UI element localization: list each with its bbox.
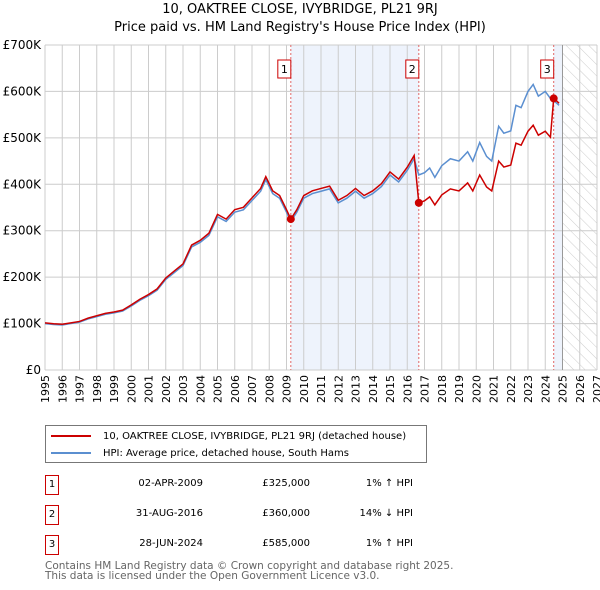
legend: 10, OAKTREE CLOSE, IVYBRIDGE, PL21 9RJ (… <box>45 425 427 463</box>
sale-date: 02-APR-2009 <box>138 478 203 489</box>
legend-swatch-price <box>51 435 91 437</box>
y-tick-label: £700K <box>3 38 43 52</box>
x-tick-label: 2019 <box>453 375 466 403</box>
sale-marker-badge: 2 <box>45 505 59 525</box>
x-tick-label: 2016 <box>401 375 414 403</box>
x-tick-label: 2018 <box>436 375 449 403</box>
y-tick-label: £600K <box>3 84 43 98</box>
sale-label: 1 <box>281 63 288 76</box>
sale-marker-badge: 1 <box>45 475 59 495</box>
chart-title: 10, OAKTREE CLOSE, IVYBRIDGE, PL21 9RJ <box>162 2 438 17</box>
ownership-shade <box>290 45 419 370</box>
sale-hpi-diff: 1% ↑ HPI <box>365 538 413 549</box>
y-tick-label: £200K <box>3 270 43 284</box>
legend-item-hpi: HPI: Average price, detached house, Sout… <box>46 445 349 461</box>
y-tick-label: £0 <box>26 363 41 377</box>
x-tick-label: 1997 <box>74 375 87 403</box>
x-tick-label: 2021 <box>488 375 501 403</box>
chart-subtitle: Price paid vs. HM Land Registry's House … <box>114 20 486 35</box>
footer-licence: This data is licensed under the Open Gov… <box>45 570 380 582</box>
x-tick-label: 2000 <box>125 375 138 403</box>
sale-label-box <box>540 59 555 79</box>
x-tick-label: 2023 <box>522 375 535 403</box>
x-tick-label: 2017 <box>419 375 432 403</box>
sale-label: 2 <box>409 63 416 76</box>
x-tick-label: 2001 <box>143 375 156 403</box>
sale-label: 3 <box>544 63 551 76</box>
price-line <box>44 97 560 326</box>
legend-item-price: 10, OAKTREE CLOSE, IVYBRIDGE, PL21 9RJ (… <box>46 428 406 444</box>
x-tick-label: 2003 <box>177 375 190 403</box>
x-tick-label: 2007 <box>246 375 259 403</box>
x-tick-label: 2015 <box>384 375 397 403</box>
sale-row: 3 28-JUN-2024 £585,000 1% ↑ HPI <box>45 535 425 555</box>
sale-row: 1 02-APR-2009 £325,000 1% ↑ HPI <box>45 475 425 495</box>
sale-date: 31-AUG-2016 <box>135 508 203 519</box>
sale-point <box>549 94 558 103</box>
sale-price: £585,000 <box>262 538 310 549</box>
y-tick-label: £400K <box>3 177 43 191</box>
legend-label-hpi: HPI: Average price, detached house, Sout… <box>103 447 349 459</box>
sale-price: £360,000 <box>262 508 310 519</box>
x-tick-label: 1998 <box>91 375 104 403</box>
x-tick-label: 2024 <box>539 375 552 403</box>
x-tick-label: 2012 <box>332 375 345 403</box>
sale-row: 2 31-AUG-2016 £360,000 14% ↓ HPI <box>45 505 425 525</box>
legend-label-price: 10, OAKTREE CLOSE, IVYBRIDGE, PL21 9RJ (… <box>103 430 407 442</box>
x-tick-label: 1995 <box>39 375 52 403</box>
sale-hpi-diff: 1% ↑ HPI <box>365 478 413 489</box>
x-tick-label: 2014 <box>367 375 380 403</box>
x-tick-label: 2025 <box>557 375 570 403</box>
x-tick-label: 2009 <box>281 375 294 403</box>
x-tick-label: 2022 <box>505 375 518 403</box>
sale-point <box>414 198 423 207</box>
y-tick-label: £100K <box>3 317 43 331</box>
sale-price: £325,000 <box>262 478 310 489</box>
x-tick-label: 2011 <box>315 375 328 403</box>
x-tick-label: 2004 <box>194 375 207 403</box>
ownership-shade <box>553 45 563 370</box>
footer-copyright: Contains HM Land Registry data © Crown c… <box>45 560 454 572</box>
sale-marker-badge: 3 <box>45 535 59 555</box>
hpi-line <box>44 82 560 326</box>
sale-label-box <box>277 59 292 79</box>
price-chart: 1995 1996 1997 1998 1999 2000 2001 2002 2003 2004… <box>3 38 600 403</box>
sale-hpi-diff: 14% ↓ HPI <box>359 508 413 519</box>
y-tick-label: £500K <box>3 131 43 145</box>
x-tick-label: 2005 <box>212 375 225 403</box>
x-tick-label: 2027 <box>591 375 600 403</box>
x-tick-label: 2026 <box>574 375 587 403</box>
sale-point <box>286 215 295 224</box>
x-tick-label: 1996 <box>56 375 69 403</box>
y-tick-label: £300K <box>3 224 43 238</box>
x-tick-label: 2008 <box>263 375 276 403</box>
x-tick-label: 2013 <box>350 375 363 403</box>
x-tick-label: 2006 <box>229 375 242 403</box>
legend-swatch-hpi <box>51 452 91 454</box>
x-tick-label: 2020 <box>470 375 483 403</box>
x-tick-label: 1999 <box>108 375 121 403</box>
sale-label-box <box>405 59 420 79</box>
sale-date: 28-JUN-2024 <box>139 538 203 549</box>
x-tick-label: 2002 <box>160 375 173 403</box>
x-tick-label: 2010 <box>298 375 311 403</box>
